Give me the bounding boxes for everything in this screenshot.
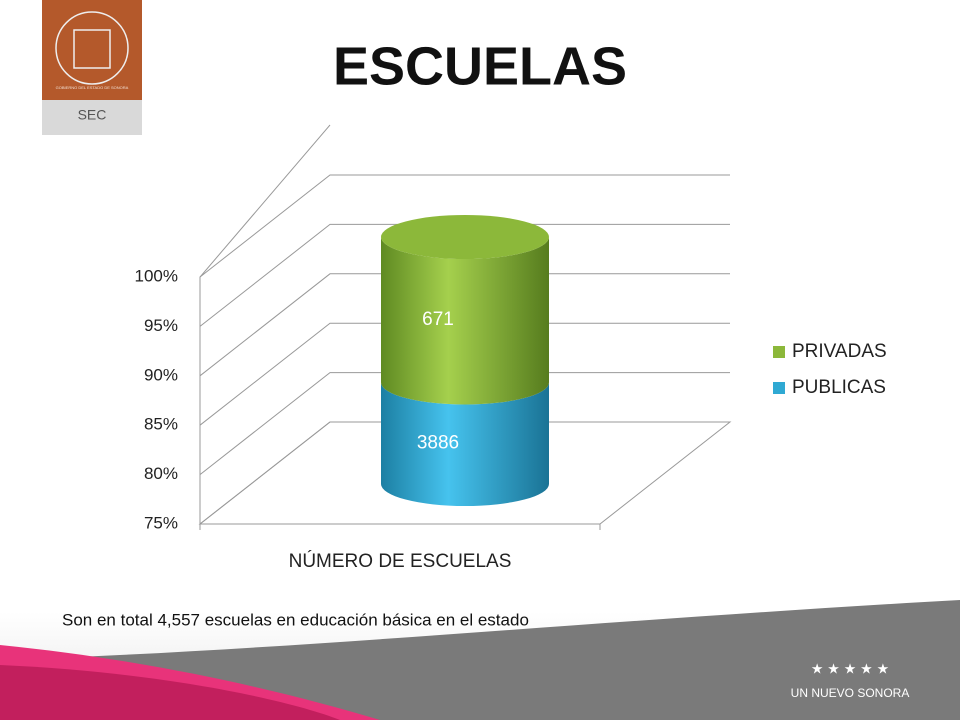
- legend-swatch: [773, 346, 785, 358]
- data-label: 3886: [417, 432, 459, 453]
- y-tick-label: 100%: [135, 266, 178, 285]
- cylinder: [381, 382, 549, 506]
- grid-line: [199, 421, 730, 525]
- grid-line: [199, 223, 730, 327]
- y-tick-label: 85%: [144, 415, 178, 434]
- footer-accent: [0, 665, 340, 720]
- cylinder-cap: [381, 215, 549, 259]
- slide-title: ESCUELAS: [333, 36, 627, 96]
- y-tick-label: 80%: [144, 464, 178, 483]
- grid-line: [199, 322, 730, 426]
- cylinder: [381, 237, 549, 405]
- y-tick-label: 90%: [144, 365, 178, 384]
- seal-text: GOBIERNO DEL ESTADO DE SONORA: [56, 85, 129, 90]
- stars: ★ ★ ★ ★ ★: [811, 661, 889, 677]
- seal-shield: [73, 29, 111, 69]
- logo-text: SEC: [78, 107, 107, 123]
- legend-swatch: [773, 382, 785, 394]
- legend-label: PUBLICAS: [792, 377, 886, 398]
- grid-line: [199, 273, 730, 377]
- grid-line: [199, 372, 730, 475]
- grid-line: [199, 174, 730, 278]
- y-tick-label: 75%: [144, 513, 178, 532]
- legend-label: PRIVADAS: [792, 341, 887, 362]
- data-label: 671: [422, 309, 454, 330]
- seal: [55, 11, 129, 85]
- footer-text: UN NUEVO SONORA: [791, 686, 910, 700]
- note: Son en total 4,557 escuelas en educación…: [62, 610, 529, 629]
- x-tick-label: NÚMERO DE ESCUELAS: [289, 550, 512, 572]
- y-tick-label: 95%: [144, 316, 178, 335]
- chart: 75% 80% 85% 90% 95% 100% NÚMERO DE ESCUELAS 388…: [135, 124, 887, 572]
